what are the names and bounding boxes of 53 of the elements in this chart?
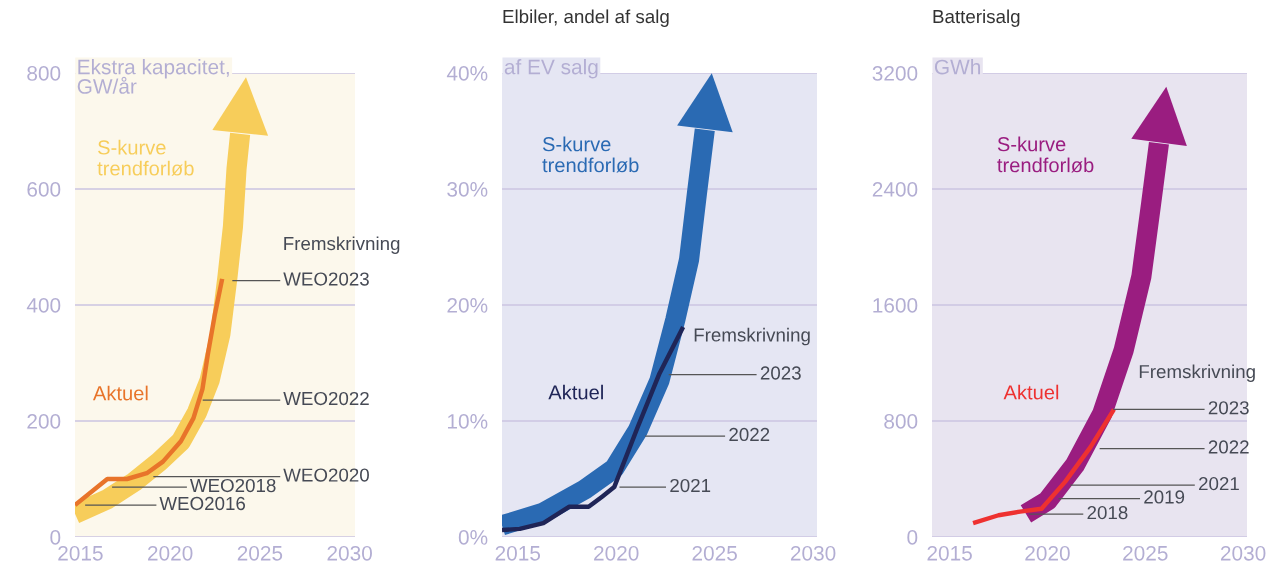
x-tick-label: 2025 [1123, 545, 1168, 561]
x-tick-label: 2015 [927, 545, 972, 561]
y-axis-title: Ekstra kapacitet, GW/år [77, 59, 229, 94]
y-tick-label: 20% [447, 298, 488, 313]
annotation: Fremskrivning [694, 327, 810, 346]
x-tick-label: 2025 [237, 545, 283, 561]
y-axis-title: af EV salg [504, 59, 598, 79]
x-tick-label: 2030 [1220, 545, 1266, 561]
y-tick-label: 200 [27, 414, 61, 429]
annotation: WEO2018 [189, 478, 276, 493]
x-tick-label: 2015 [495, 545, 541, 561]
y-tick-label: 0 [907, 530, 918, 545]
x-tick-label: 2020 [148, 545, 193, 561]
chart-title: Batterisalg [933, 9, 1020, 27]
y-tick-label: 3200 [872, 66, 918, 81]
y-tick-label: 800 [27, 66, 61, 81]
text: S-kurve trendforløb [542, 136, 639, 173]
x-tick-label: 2015 [58, 545, 103, 561]
y-tick-label: 1600 [873, 298, 918, 313]
annotation: WEO2023 [283, 272, 369, 286]
y-tick-label: 30% [447, 182, 488, 197]
text: Aktuel [92, 385, 148, 401]
x-tick-label: 2030 [327, 545, 372, 561]
x-tick-label: 2020 [594, 545, 639, 561]
text: S-kurve trendforløb [97, 139, 194, 176]
text: Aktuel [548, 384, 603, 400]
y-tick-label: 800 [884, 414, 918, 429]
annotation: WEO2022 [283, 391, 369, 406]
annotation: 2018 [1087, 505, 1128, 520]
y-tick-label: 2400 [872, 182, 918, 197]
annotation: Fremskrivning [284, 236, 400, 254]
annotation: 2022 [729, 427, 770, 442]
annotation: 2019 [1144, 490, 1185, 504]
x-tick-label: 2025 [692, 545, 737, 561]
y-tick-label: 0 [50, 530, 61, 545]
annotation: Fremskrivning [1139, 364, 1255, 382]
x-tick-label: 2030 [790, 545, 836, 561]
annotation: 2021 [1199, 476, 1239, 491]
x-tick-label: 2020 [1025, 545, 1070, 561]
annotation: WEO2016 [159, 496, 246, 511]
y-tick-label: 600 [27, 182, 61, 197]
text: S-kurve trendforløb [997, 136, 1094, 173]
y-tick-label: 400 [26, 298, 61, 313]
annotation: WEO2020 [283, 468, 369, 482]
chart-title: Elbiler, andel af salg [503, 9, 669, 27]
annotation: 2021 [670, 478, 711, 493]
text: Aktuel [1003, 384, 1059, 400]
y-tick-label: 10% [448, 414, 488, 429]
annotation: 2022 [1208, 440, 1249, 454]
annotation: 2023 [760, 366, 801, 380]
y-tick-label: 0% [458, 530, 488, 545]
y-tick-label: 40% [446, 66, 488, 81]
annotation: 2023 [1208, 401, 1249, 415]
